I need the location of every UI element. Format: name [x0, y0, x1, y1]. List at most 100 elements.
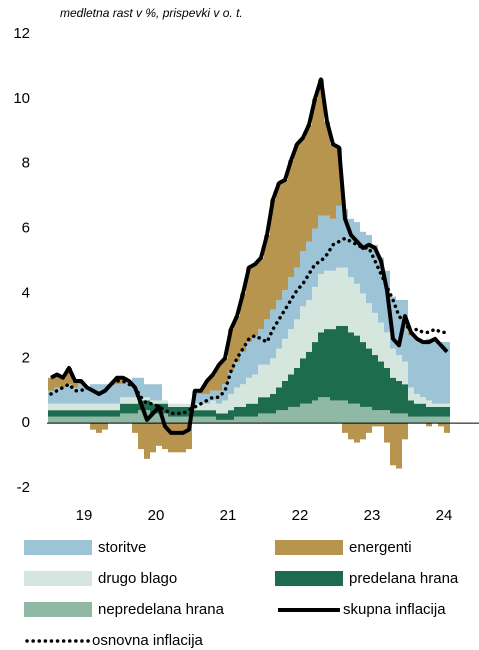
legend-swatch	[275, 540, 343, 555]
bar	[402, 299, 408, 362]
y-tick-label: 4	[22, 284, 30, 301]
bar	[162, 403, 168, 414]
bar	[384, 368, 390, 411]
bar	[438, 342, 444, 404]
bar	[420, 416, 426, 424]
bar	[372, 312, 378, 356]
bar	[228, 419, 234, 424]
bar	[252, 403, 258, 417]
bar	[258, 257, 264, 330]
bar	[414, 416, 420, 424]
bar	[144, 384, 150, 398]
bar	[414, 403, 420, 417]
bar	[234, 416, 240, 424]
bar	[330, 270, 336, 330]
bar	[444, 403, 450, 407]
bar	[132, 403, 138, 414]
bar	[432, 406, 438, 417]
bar	[150, 384, 156, 401]
bar	[204, 416, 210, 424]
bar	[366, 406, 372, 424]
bar	[396, 299, 402, 356]
bar	[138, 410, 144, 424]
bar	[288, 406, 294, 424]
bar	[204, 410, 210, 417]
bar	[324, 270, 330, 330]
bar	[84, 403, 90, 411]
legend-label: predelana hrana	[349, 570, 459, 587]
bar	[312, 342, 318, 401]
bar	[288, 160, 294, 278]
bar	[102, 410, 108, 417]
bar	[126, 397, 132, 404]
bar	[222, 384, 228, 401]
legend-label: nepredelana hrana	[98, 601, 225, 618]
bar	[258, 329, 264, 365]
bar	[282, 338, 288, 381]
bar	[318, 332, 324, 398]
bar	[354, 283, 360, 336]
bar	[222, 400, 228, 414]
bar	[48, 390, 54, 404]
bar	[390, 377, 396, 414]
bar	[144, 397, 150, 401]
bar	[54, 387, 60, 404]
bar	[330, 329, 336, 401]
bar	[432, 403, 438, 407]
bar	[54, 410, 60, 417]
bar	[264, 319, 270, 365]
bar	[312, 286, 318, 343]
y-tick-label: 6	[22, 220, 30, 237]
bar	[60, 377, 66, 388]
bar	[126, 380, 132, 398]
bar	[108, 384, 114, 404]
bar	[366, 423, 372, 433]
bar	[174, 416, 180, 424]
bar	[348, 218, 354, 278]
bar	[234, 361, 240, 388]
bar	[396, 423, 402, 469]
bar	[444, 342, 450, 404]
bar	[84, 387, 90, 404]
y-tick-label: 8	[22, 155, 30, 172]
bar	[132, 413, 138, 424]
bar	[390, 423, 396, 466]
bar	[72, 387, 78, 404]
bar	[168, 403, 174, 407]
bar	[144, 400, 150, 411]
bar	[156, 423, 162, 446]
bar	[444, 406, 450, 417]
bar	[324, 215, 330, 271]
bar	[108, 410, 114, 417]
bar	[78, 416, 84, 424]
y-tick-label: 2	[22, 349, 30, 366]
bar	[354, 423, 360, 443]
bar	[126, 403, 132, 414]
bar	[372, 423, 378, 427]
x-tick-label: 23	[364, 507, 381, 524]
bar	[60, 387, 66, 404]
bar	[336, 325, 342, 401]
bar	[222, 413, 228, 420]
bar	[336, 147, 342, 206]
bar	[102, 384, 108, 404]
bar	[288, 374, 294, 407]
bar	[378, 410, 384, 424]
bar	[60, 416, 66, 424]
bar	[186, 403, 192, 407]
bar	[162, 423, 168, 450]
bar	[306, 299, 312, 352]
bar	[294, 406, 300, 424]
bar	[150, 400, 156, 404]
bar	[378, 257, 384, 323]
bar	[234, 406, 240, 417]
bar	[348, 332, 354, 404]
legend-label: osnovna inflacija	[92, 632, 204, 649]
bar	[420, 403, 426, 417]
bar	[300, 403, 306, 424]
bar	[432, 338, 438, 404]
bar	[372, 410, 378, 424]
bar	[240, 416, 246, 424]
bar	[60, 410, 66, 417]
bar	[162, 413, 168, 424]
